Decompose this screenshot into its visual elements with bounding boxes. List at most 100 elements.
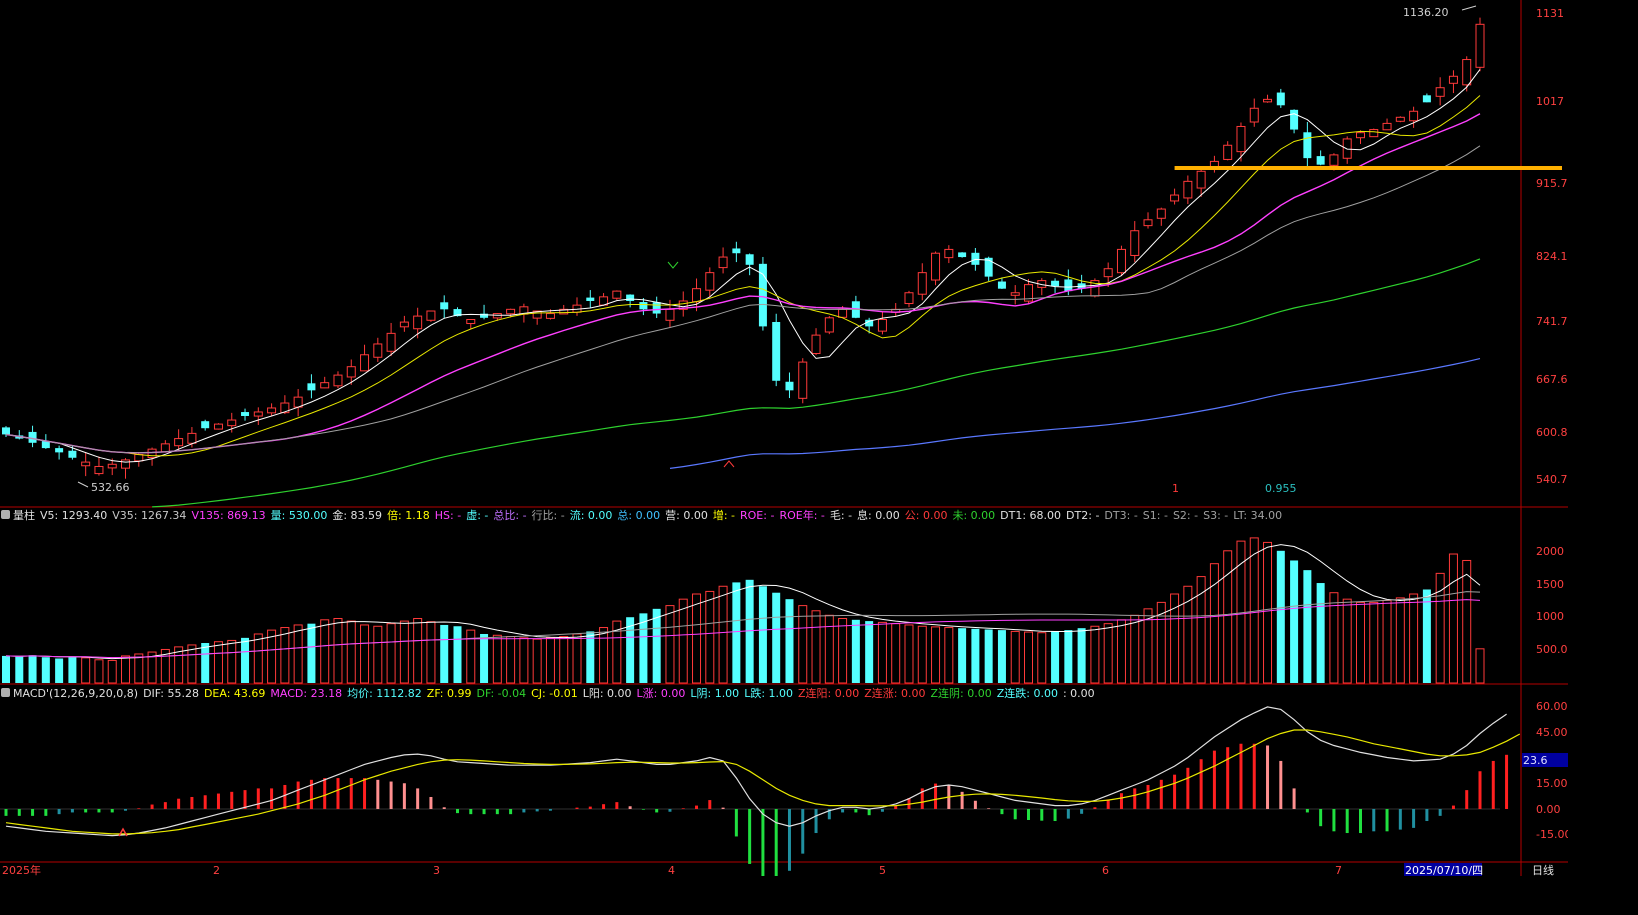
candle-up bbox=[1249, 107, 1259, 123]
candle-up bbox=[333, 374, 343, 387]
candle-up bbox=[705, 272, 715, 291]
candle-down bbox=[453, 309, 462, 317]
volume-bar bbox=[1064, 630, 1073, 683]
time-axis: 2025年 2 3 4 5 6 7 2025/07/10/四 日线 bbox=[2, 863, 1554, 876]
volume-info-item: 行比: - bbox=[532, 509, 565, 522]
volume-info-item: V135: 869.13 bbox=[191, 509, 265, 522]
volume-bar bbox=[519, 637, 529, 684]
price-tick: 540.7 bbox=[1536, 473, 1568, 486]
candle-up bbox=[386, 332, 396, 352]
volume-bar bbox=[134, 653, 144, 684]
dif-line bbox=[5, 706, 1507, 837]
macd-axis: 60.00 45.00 15.00 0.00 -15.00 23.6 bbox=[1522, 700, 1568, 841]
candle-up bbox=[1223, 144, 1233, 160]
volume-bar bbox=[1475, 648, 1485, 684]
volume-bar bbox=[1435, 572, 1445, 684]
candle-up bbox=[320, 382, 330, 389]
macd-panel[interactable] bbox=[0, 706, 1521, 876]
volume-info-item: DT2: - bbox=[1066, 509, 1099, 522]
macd-info-item: L涨: 0.00 bbox=[637, 687, 686, 700]
month-label: 3 bbox=[433, 864, 440, 876]
macd-tick: 45.00 bbox=[1536, 726, 1568, 739]
ma5-line bbox=[5, 69, 1481, 463]
volume-bar bbox=[1196, 576, 1206, 684]
candle-up bbox=[346, 366, 356, 378]
annotation-ratio: 0.955 bbox=[1265, 482, 1297, 495]
candle-down bbox=[480, 313, 489, 318]
volume-bar bbox=[1276, 550, 1285, 683]
candle-down bbox=[1064, 279, 1073, 292]
volume-bar bbox=[280, 627, 290, 684]
volume-bar bbox=[201, 643, 210, 683]
volume-info-item: S1: - bbox=[1143, 509, 1168, 522]
macd-tick: 15.00 bbox=[1536, 777, 1568, 790]
price-axis: 1131 1017 915.7 824.1 741.7 667.6 600.8 … bbox=[1536, 7, 1568, 486]
candle-down bbox=[2, 427, 10, 435]
candle-up bbox=[877, 319, 887, 332]
candle-up bbox=[931, 252, 941, 281]
macd-info-item: Z连涨: 0.00 bbox=[864, 687, 925, 700]
candle-up bbox=[227, 419, 237, 427]
month-label: 6 bbox=[1102, 864, 1109, 876]
candle-up bbox=[1130, 230, 1140, 256]
period-label[interactable]: 日线 bbox=[1532, 863, 1554, 876]
volume-bar bbox=[174, 646, 184, 684]
macd-info-item: Z连跌: 0.00 bbox=[997, 686, 1058, 700]
candle-down bbox=[68, 450, 77, 458]
volume-info-item: V35: 1267.34 bbox=[112, 509, 186, 522]
candle-down bbox=[1316, 156, 1325, 165]
candle-down bbox=[772, 321, 781, 381]
volume-panel[interactable] bbox=[2, 537, 1485, 684]
candle-down bbox=[201, 421, 210, 429]
volume-bar bbox=[253, 633, 263, 684]
candle-up bbox=[1263, 98, 1273, 103]
candle-up bbox=[506, 308, 516, 315]
volume-info-item: 营: 0.00 bbox=[665, 508, 708, 522]
volume-bar bbox=[1116, 619, 1126, 684]
volume-bar bbox=[440, 624, 449, 683]
volume-bar bbox=[532, 638, 542, 684]
volume-bar bbox=[599, 627, 609, 684]
volume-bar bbox=[1183, 585, 1193, 684]
candle-down bbox=[55, 448, 64, 453]
candle-up bbox=[838, 308, 848, 318]
volume-bar bbox=[333, 618, 343, 684]
volume-bar bbox=[1143, 608, 1153, 684]
volume-bar bbox=[386, 623, 396, 684]
macd-info-item: L阳: 0.00 bbox=[583, 687, 632, 700]
candle-up bbox=[1409, 110, 1419, 122]
candle-down bbox=[997, 281, 1006, 289]
volume-info-item: 总比: - bbox=[493, 508, 526, 522]
volume-bar bbox=[559, 636, 569, 684]
volume-bar bbox=[187, 644, 197, 684]
ma60-line bbox=[152, 258, 1481, 508]
macd-current-value: 23.6 bbox=[1523, 754, 1548, 767]
kline-chart[interactable]: 1136.20 532.66 1 0.955 1131 1017 915.7 8… bbox=[0, 0, 1568, 876]
volume-bar bbox=[213, 641, 223, 684]
candle-up bbox=[253, 411, 263, 417]
candle-up bbox=[612, 290, 622, 299]
candle-up bbox=[280, 402, 290, 414]
volume-bar bbox=[824, 614, 834, 684]
volume-info-item: 量: 530.00 bbox=[271, 509, 328, 522]
month-label: 7 bbox=[1335, 864, 1342, 876]
peak-marker bbox=[667, 261, 679, 269]
candle-up bbox=[360, 354, 370, 372]
volume-bar bbox=[360, 624, 370, 684]
macd-info-item: L跌: 1.00 bbox=[744, 686, 793, 700]
macd-info-item: DIF: 55.28 bbox=[143, 687, 199, 700]
candle-up bbox=[213, 423, 223, 430]
month-label: 5 bbox=[879, 864, 886, 876]
macd-info-item: DF: -0.04 bbox=[477, 687, 527, 700]
volume-bar bbox=[399, 620, 409, 684]
volume-bar bbox=[851, 619, 860, 683]
volume-bar bbox=[1103, 623, 1113, 684]
volume-bar bbox=[2, 655, 10, 683]
volume-bar bbox=[28, 655, 37, 683]
volume-info-item: 公: 0.00 bbox=[905, 509, 948, 522]
volume-bar bbox=[652, 608, 661, 683]
volume-bar bbox=[1024, 631, 1034, 684]
candle-up bbox=[413, 315, 423, 330]
candle-down bbox=[652, 302, 661, 314]
price-panel[interactable] bbox=[2, 5, 1562, 508]
